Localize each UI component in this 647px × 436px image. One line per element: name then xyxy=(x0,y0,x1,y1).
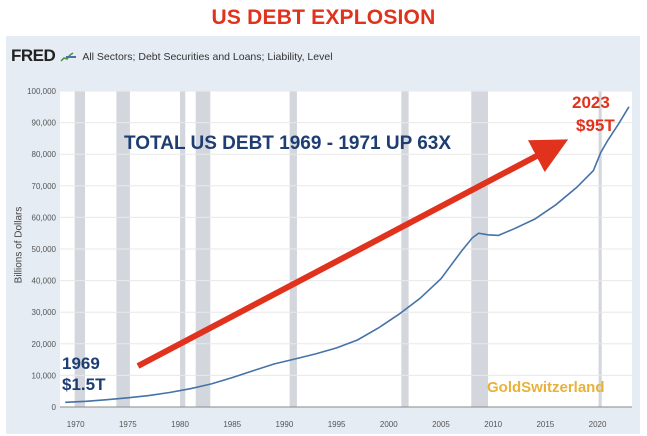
y-tick-label-3: 30,000 xyxy=(32,308,57,317)
annotation-end-value: $95T xyxy=(576,116,615,135)
y-tick-label-9: 90,000 xyxy=(32,119,57,128)
growth-arrow xyxy=(136,139,569,369)
fred-logo-graph-icon xyxy=(59,51,73,62)
y-tick-label-1: 10,000 xyxy=(32,371,57,380)
x-tick-label-6: 2000 xyxy=(380,420,398,429)
y-tick-label-8: 80,000 xyxy=(32,150,57,159)
y-tick-label-10: 100,000 xyxy=(27,87,56,96)
x-axis-ticks: 1970 1975 1980 1985 1990 1995 2000 2005 2010 2015… xyxy=(67,420,607,429)
annotation-main: TOTAL US DEBT 1969 - 1971 UP 63X xyxy=(124,133,451,154)
annotation-start-value: $1.5T xyxy=(62,375,106,394)
x-tick-label-5: 1995 xyxy=(328,420,346,429)
x-tick-label-7: 2005 xyxy=(432,420,450,429)
x-tick-label-3: 1985 xyxy=(223,420,241,429)
x-tick-label-10: 2020 xyxy=(589,420,607,429)
debt-series-line xyxy=(65,106,630,404)
y-tick-label-0: 0 xyxy=(52,403,57,412)
chart-title: US DEBT EXPLOSION xyxy=(211,6,436,29)
watermark-goldswitzerland: GoldSwitzerland xyxy=(487,379,605,396)
x-tick-label-8: 2010 xyxy=(484,420,502,429)
legend-line-swatch xyxy=(66,56,76,59)
y-tick-label-2: 20,000 xyxy=(32,340,57,349)
x-tick-label-9: 2015 xyxy=(536,420,554,429)
y-tick-label-4: 40,000 xyxy=(32,277,57,286)
y-axis-ticks: 0 10,000 20,000 30,000 40,000 50,000 60,000 70,… xyxy=(27,87,56,412)
fred-logo: FRED xyxy=(11,46,74,66)
legend-series-label: All Sectors; Debt Securities and Loans; … xyxy=(82,51,333,63)
gridlines xyxy=(60,90,632,376)
fred-logo-text: FRED xyxy=(11,46,56,65)
y-tick-label-5: 50,000 xyxy=(32,245,57,254)
x-tick-label-2: 1980 xyxy=(171,420,189,429)
y-tick-label-6: 60,000 xyxy=(32,213,57,222)
series-legend: All Sectors; Debt Securities and Loans; … xyxy=(66,51,333,63)
x-tick-label-0: 1970 xyxy=(67,420,85,429)
annotation-end-year: 2023 xyxy=(572,93,610,112)
x-tick-label-4: 1990 xyxy=(276,420,294,429)
annotation-start-year: 1969 xyxy=(62,354,100,373)
y-tick-label-7: 70,000 xyxy=(32,182,57,191)
x-tick-label-1: 1975 xyxy=(119,420,137,429)
